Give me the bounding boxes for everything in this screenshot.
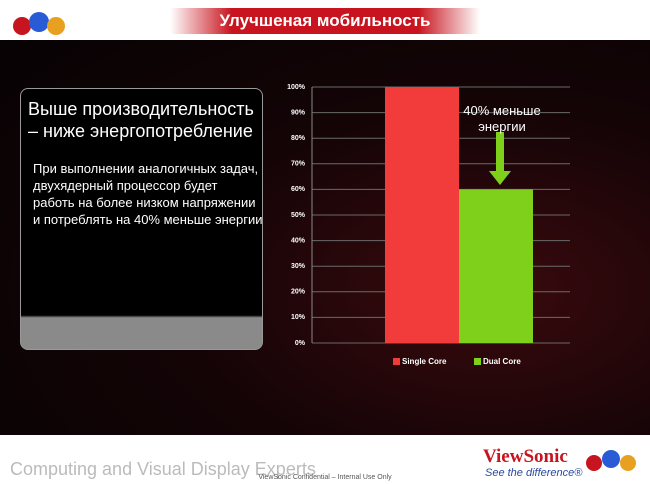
footer-band — [0, 435, 650, 484]
bar — [459, 189, 533, 343]
y-tick-label: 10% — [291, 314, 306, 321]
legend-label: Dual Core — [483, 357, 521, 366]
slide-title: Улучшеная мобильность — [219, 11, 431, 30]
logo-bottom — [586, 450, 636, 471]
y-tick-label: 70% — [291, 161, 306, 168]
annotation-arrow — [496, 132, 504, 172]
legend-swatch — [393, 358, 400, 365]
logo-top — [13, 12, 65, 35]
brand: ViewSonic — [483, 446, 568, 467]
annotation-arrowhead — [489, 171, 511, 185]
footer-confidential: ViewSonic Confidential – Internal Use On… — [258, 474, 392, 481]
text-line: Выше производительность — [28, 99, 254, 119]
y-tick-label: 0% — [295, 340, 306, 347]
text-line: При выполнении аналогичных задач, — [33, 161, 259, 176]
y-tick-label: 50% — [291, 212, 306, 219]
y-tick-label: 90% — [291, 109, 306, 116]
y-tick-label: 40% — [291, 237, 306, 244]
text-line: двухядерный процессор будет — [33, 178, 218, 193]
y-tick-label: 20% — [291, 289, 306, 296]
y-tick-label: 60% — [291, 186, 306, 193]
body-text: При выполнении аналогичных задач, двухяде… — [33, 160, 265, 228]
y-tick-label: 80% — [291, 135, 306, 142]
y-tick-label: 30% — [291, 263, 306, 270]
heading: Выше производительность – ниже энергопотр… — [28, 98, 268, 142]
footer-tagline: Computing and Visual Display Experts — [10, 459, 316, 479]
text-line: работь на более низком напряжении — [33, 195, 256, 210]
text-panel — [20, 88, 263, 350]
legend-label: Single Core — [402, 357, 447, 366]
text-line: – ниже энергопотребление — [28, 121, 253, 141]
brand-slogan: See the difference® — [485, 467, 583, 479]
legend-swatch — [474, 358, 481, 365]
title-strip — [170, 8, 480, 34]
text-line: и потреблять на 40% меньше энергии — [33, 212, 263, 227]
annotation: 40% меньше энергии — [463, 103, 541, 134]
y-tick-label: 100% — [287, 84, 306, 91]
bar — [385, 87, 459, 343]
